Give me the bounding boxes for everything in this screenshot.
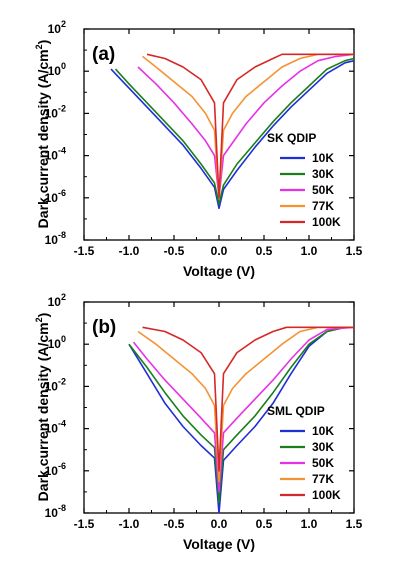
x-tick-labels: -1.5 -1.0 -0.5 0.0 0.5 1.0 1.5 [74,244,363,258]
legend: SK QDIP 10K 30K 50K 77K 100K [267,131,341,229]
y-tick-label: 100 [48,334,66,351]
x-tick-label: -1.5 [74,517,95,531]
legend-label: 50K [312,183,334,197]
y-axis-label-sup: 2 [34,44,44,49]
y-tick-labels: 102 100 10-2 10-4 10-6 10-8 [45,292,66,520]
tick-marks [83,28,355,241]
y-axis-label-end: ) [35,40,51,45]
legend-label: 50K [312,456,334,470]
x-tick-label: 0.0 [211,244,228,258]
legend-title: SML QDIP [267,404,325,418]
series-line-10k [110,59,355,210]
y-tick-label: 10-6 [45,461,66,478]
legend-label: 77K [312,199,334,213]
series-line-77k [142,53,354,199]
x-tick-label: 0.5 [256,517,273,531]
legend-label: 10K [312,424,334,438]
series-line-50k [132,326,355,493]
y-tick-label: 102 [48,19,66,36]
series-line-30k [114,57,355,205]
x-tick-label: 1.5 [346,244,363,258]
y-tick-labels: 102 100 10-2 10-4 10-6 10-8 [45,19,66,247]
x-tick-label: -1.5 [74,244,95,258]
legend-label: 10K [312,151,334,165]
panel-label: (a) [92,44,115,65]
chart-panel-b: -1.5 -1.0 -0.5 0.0 0.5 1.0 1.5 10210010-210-41… [34,292,363,552]
legend-title: SK QDIP [267,131,316,145]
x-tick-label: 1.0 [301,244,318,258]
x-tick-label: 1.5 [346,517,363,531]
y-axis-label-main: Dark current density (A/cm [35,49,51,228]
legend-label: 30K [312,167,334,181]
legend-label: 100K [312,215,341,229]
y-tick-label: 10-6 [45,188,66,205]
chart-panel-a: -1.5 -1.0 -0.5 0.0 0.5 1.0 1.5 10210010-210-41… [34,19,363,279]
series-line-100k [142,326,354,472]
y-tick-label: 10-8 [45,230,66,247]
series-line-30k [128,326,354,504]
series-line-77k [137,326,354,483]
x-axis-label: Voltage (V) [183,536,255,552]
x-tick-label: 0.5 [256,244,273,258]
legend-label: 100K [312,488,341,502]
y-tick-label: 10-2 [45,103,66,120]
panel-label: (b) [92,317,116,338]
x-tick-label: -1.0 [119,244,140,258]
x-tick-label: -0.5 [164,244,185,258]
x-tick-label: 1.0 [301,517,318,531]
series-lines [128,326,355,514]
x-tick-label: -1.0 [119,517,140,531]
series-line-10k [128,326,354,514]
legend: SML QDIP 10K 30K 50K 77K 100K [267,404,341,502]
y-tick-label: 10-2 [45,376,66,393]
series-lines [110,53,355,210]
y-axis-label-main: Dark current density (A/cm [35,322,51,501]
legend-label: 77K [312,472,334,486]
y-axis-label-end: ) [35,313,51,318]
y-axis-label: Dark current density (A/cm2) [34,313,51,502]
x-tick-label: -0.5 [164,517,185,531]
y-tick-label: 102 [48,292,66,309]
series-line-100k [146,53,354,199]
series-line-50k [137,53,355,199]
x-axis-label: Voltage (V) [183,263,255,279]
y-tick-label: 100 [48,61,66,78]
y-axis-label-sup: 2 [34,317,44,322]
legend-label: 30K [312,440,334,454]
y-axis-label: Dark current density (A/cm2) [34,40,51,229]
y-tick-label: 10-4 [45,146,66,163]
y-tick-label: 10-8 [45,503,66,520]
x-tick-label: 0.0 [211,517,228,531]
y-tick-label: 10-4 [45,419,66,436]
x-tick-labels: -1.5 -1.0 -0.5 0.0 0.5 1.0 1.5 [74,517,363,531]
